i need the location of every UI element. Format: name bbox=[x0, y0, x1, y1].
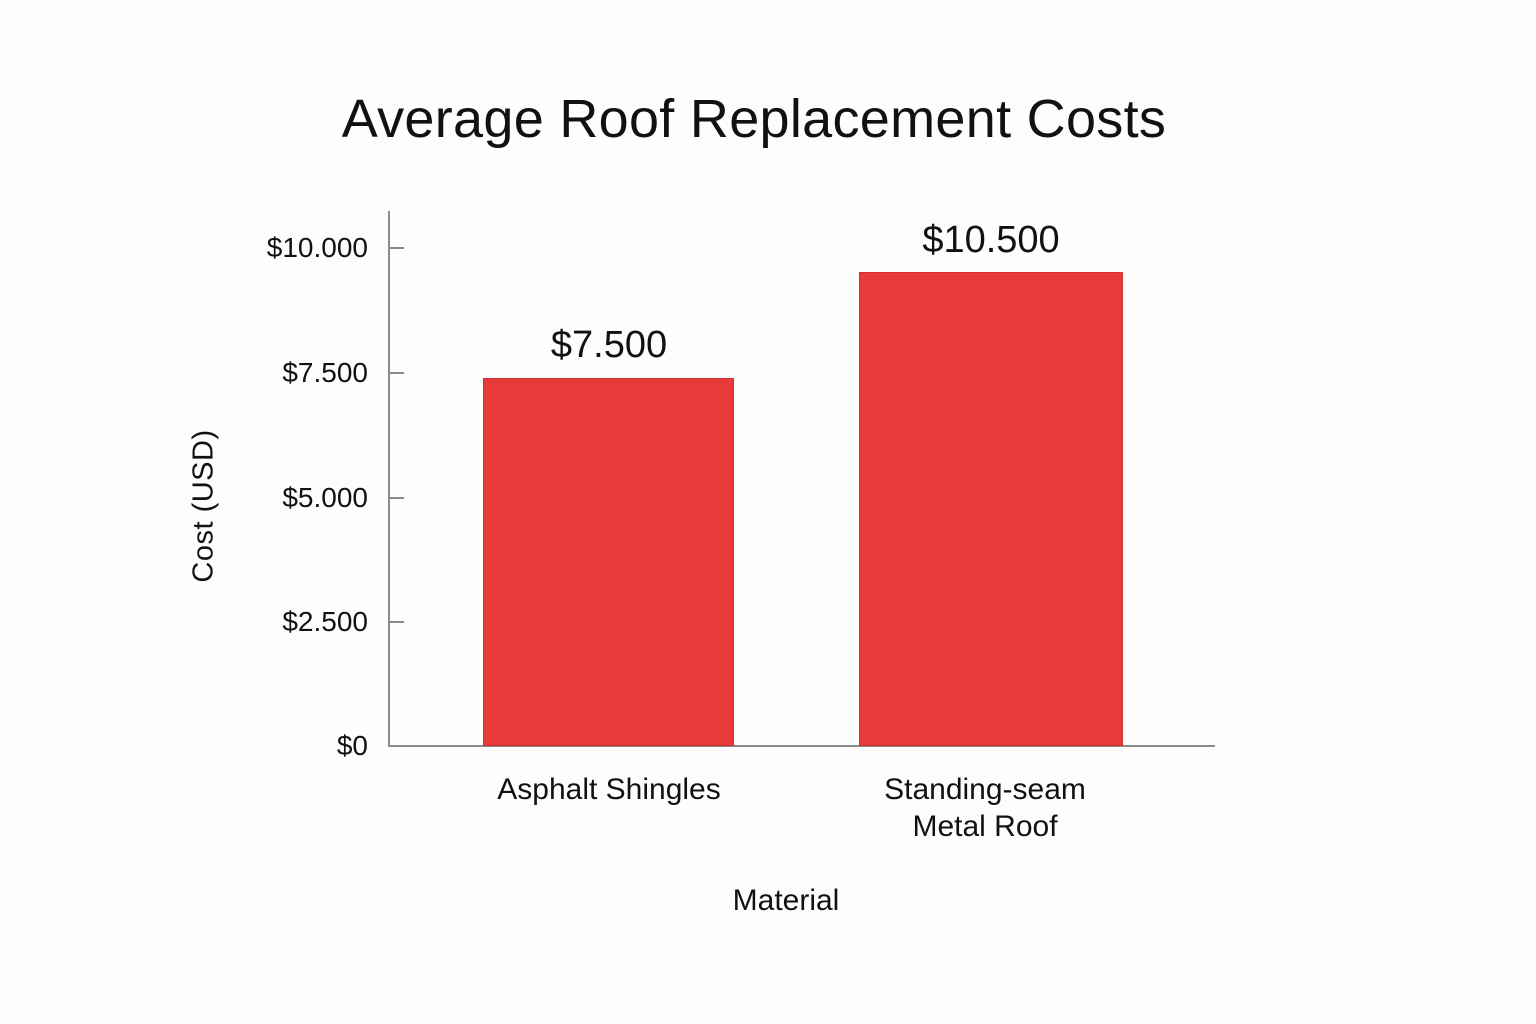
y-tick-10000 bbox=[390, 247, 404, 249]
x-axis-title: Material bbox=[732, 884, 840, 917]
y-tick-label: $10.000 bbox=[266, 232, 368, 263]
y-tick-7500 bbox=[390, 372, 404, 374]
y-tick-label: $7.500 bbox=[282, 357, 368, 388]
y-tick-2500 bbox=[390, 621, 404, 623]
category-line: Asphalt Shingles bbox=[497, 773, 721, 806]
y-tick-label: $5.000 bbox=[282, 482, 368, 513]
x-category-label: Asphalt Shingles bbox=[497, 771, 720, 808]
bar bbox=[483, 378, 734, 746]
y-axis-title: Cost (USD) bbox=[187, 429, 220, 583]
bar bbox=[859, 272, 1123, 746]
y-axis-line bbox=[388, 211, 390, 747]
bar-value-label: $7.500 bbox=[550, 324, 668, 366]
y-tick-label: $2.500 bbox=[282, 606, 368, 637]
bar-value-label: $10.500 bbox=[922, 219, 1060, 261]
y-tick-label: $0 bbox=[336, 730, 368, 761]
category-line: Standing-seam bbox=[884, 773, 1086, 806]
chart-title: Average Roof Replacement Costs bbox=[341, 89, 1167, 149]
x-category-label: Standing-seam Metal Roof bbox=[884, 771, 1086, 845]
category-line: Metal Roof bbox=[912, 810, 1058, 843]
y-tick-5000 bbox=[390, 497, 404, 499]
x-axis-line bbox=[388, 745, 1215, 747]
